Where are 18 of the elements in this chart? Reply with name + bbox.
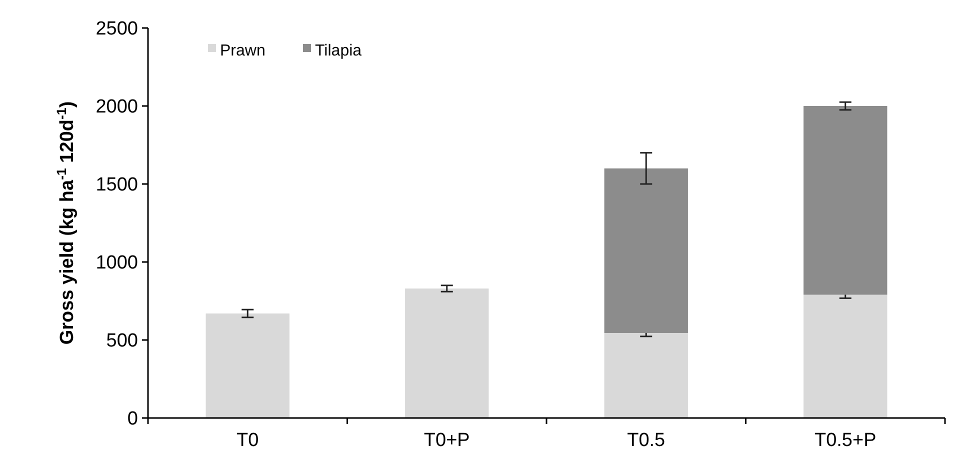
bar [804, 294, 888, 418]
x-tick-label: T0.5+P [814, 430, 876, 451]
x-tick-label: T0+P [424, 430, 470, 451]
y-tick-label: 1000 [96, 252, 138, 274]
x-tick-label: T0.5 [627, 430, 666, 451]
bar [604, 168, 688, 333]
bar [804, 106, 888, 295]
y-tick-label: 1500 [96, 174, 138, 196]
y-tick-label: 2500 [96, 18, 138, 40]
y-tick-label: 500 [106, 330, 138, 352]
y-tick-label: 0 [127, 408, 138, 430]
x-tick-label: T0 [236, 430, 259, 451]
y-tick-label: 2000 [96, 96, 138, 118]
legend-label: Tilapia [315, 42, 362, 60]
bar [206, 313, 290, 418]
bar [405, 288, 489, 418]
legend-label: Prawn [220, 42, 266, 60]
bar [604, 332, 688, 418]
